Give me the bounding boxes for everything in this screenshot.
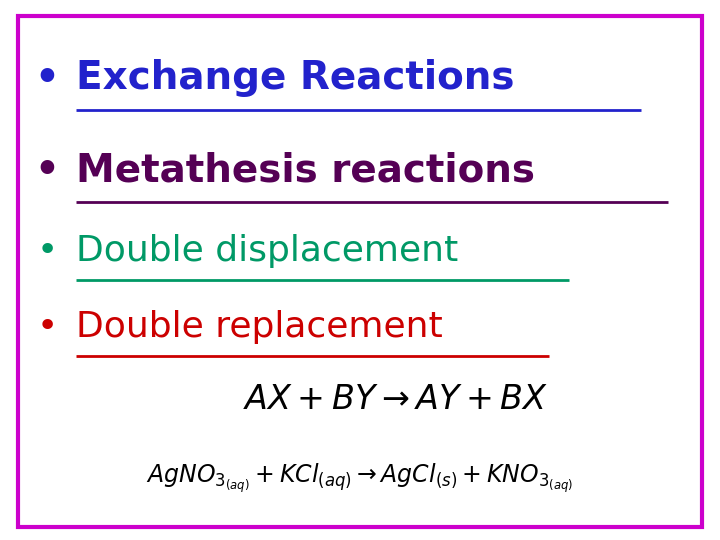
Text: •: • xyxy=(35,59,59,97)
Text: •: • xyxy=(35,151,59,189)
Text: $AX + BY \rightarrow AY + BX$: $AX + BY \rightarrow AY + BX$ xyxy=(243,383,549,416)
Text: Metathesis reactions: Metathesis reactions xyxy=(76,151,534,189)
Text: Double displacement: Double displacement xyxy=(76,234,458,268)
Text: Double replacement: Double replacement xyxy=(76,310,442,343)
Text: •: • xyxy=(36,310,58,343)
Text: $AgNO_{3_{(aq)}} + KCl_{(aq)} \rightarrow AgCl_{(s)} + KNO_{3_{(aq)}}$: $AgNO_{3_{(aq)}} + KCl_{(aq)} \rightarro… xyxy=(146,461,574,495)
Text: •: • xyxy=(36,234,58,268)
Text: Exchange Reactions: Exchange Reactions xyxy=(76,59,514,97)
